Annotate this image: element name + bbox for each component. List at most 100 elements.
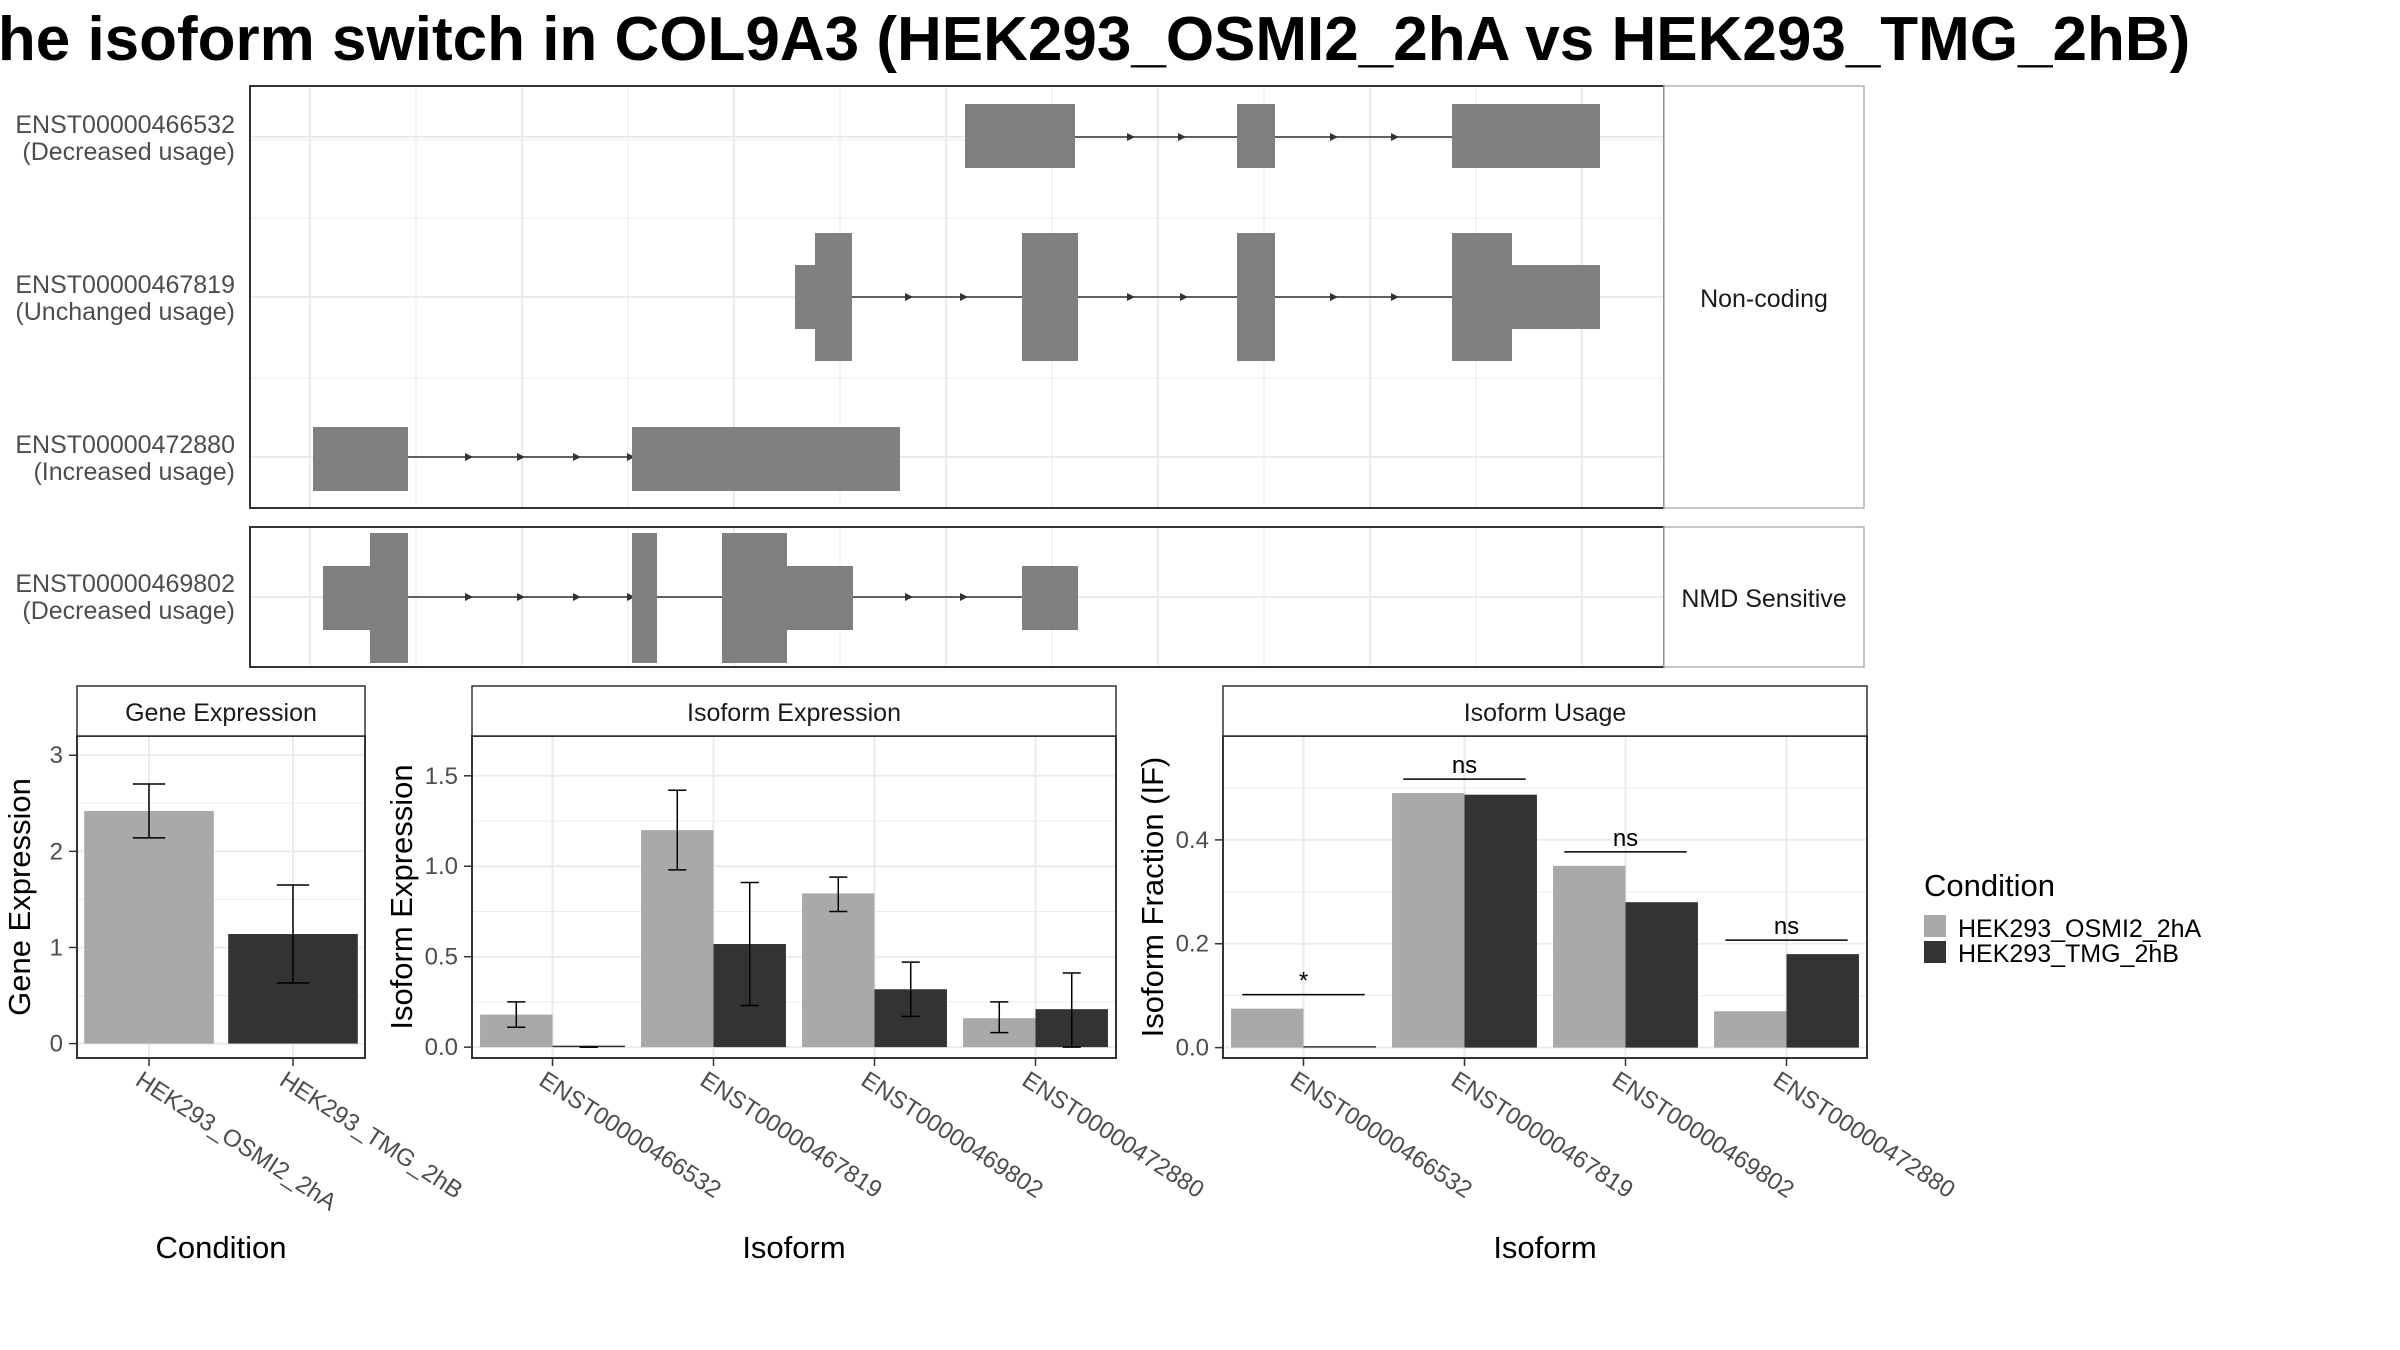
transcript-usage-label: (Decreased usage) [22,138,235,166]
y-tick-label: 1.5 [425,763,458,790]
exon [787,566,853,630]
y-axis-title: Isoform Fraction (IF) [1135,757,1170,1038]
strand-arrow [1127,133,1135,141]
significance-label: ns [1452,752,1477,779]
strand-arrow [573,593,581,601]
y-tick-label: 0 [50,1031,63,1058]
figure-title: The isoform switch in COL9A3 (HEK293_OSM… [0,5,2190,74]
y-tick-label: 0.0 [1176,1035,1209,1062]
y-axis-title: Gene Expression [2,778,37,1016]
significance-label: * [1299,968,1308,995]
strand-arrow [1180,293,1188,301]
exon [632,533,657,663]
bar [84,810,214,1044]
strip-header [76,685,366,737]
plot-panel [1223,736,1867,1058]
y-tick-label: 1.0 [425,853,458,880]
strand-arrow [1391,293,1399,301]
transcript-id-label: ENST00000469802 [15,570,235,598]
bar [1714,1011,1787,1048]
transcript-models-non-coding [313,104,1600,491]
transcript-labels: ENST00000466532 (Decreased usage) ENST00… [15,111,235,625]
exon [1452,104,1600,168]
y-axis-title: Isoform Expression [384,764,419,1029]
y-tick-label: 0.2 [1176,931,1209,958]
bar [1464,794,1537,1048]
strand-arrow [905,593,913,601]
exon [1452,233,1512,361]
exon [1512,265,1600,329]
legend-key-condition-a [1924,915,1946,937]
bar [1553,865,1626,1048]
strand-arrow [517,453,525,461]
transcript-usage-label: (Decreased usage) [22,597,235,625]
strip-non-coding [1663,85,1865,509]
bar [802,893,875,1048]
strand-arrow [627,593,635,601]
significance-label: ns [1774,913,1799,940]
strip-label-non-coding: Non-coding [1700,285,1828,313]
bar [1231,1008,1304,1048]
chart-title: Isoform Usage [1464,699,1627,727]
significance-label: ns [1613,825,1638,852]
transcript-id-label: ENST00000467819 [15,271,235,299]
exon [323,566,370,630]
strand-arrow [573,453,581,461]
strip-header [1222,685,1868,737]
y-tick-label: 0.0 [425,1034,458,1061]
y-tick-label: 2 [50,838,63,865]
exon [1022,566,1078,630]
exon [795,265,815,329]
y-tick-label: 0.5 [425,944,458,971]
x-axis-title: Isoform [1493,1230,1596,1265]
legend-label-condition-b: HEK293_TMG_2hB [1958,940,2179,968]
transcript-panel-non-coding: Non-coding [249,85,1865,509]
y-tick-label: 1 [50,934,63,961]
transcript-panel-nmd-sensitive: NMD Sensitive [249,526,1865,668]
exon [1022,233,1078,361]
transcript-id-label: ENST00000472880 [15,431,235,459]
strand-arrow [960,293,968,301]
transcript-models-nmd-sensitive [323,533,1078,663]
transcript-usage-label: (Increased usage) [33,458,235,486]
exon [370,533,408,663]
legend: Condition HEK293_OSMI2_2hA HEK293_TMG_2h… [1924,868,2202,968]
strand-arrow [960,593,968,601]
exon [632,427,900,491]
bar [1392,793,1465,1048]
strip-header [471,685,1117,737]
strand-arrow [1391,133,1399,141]
legend-label-condition-a: HEK293_OSMI2_2hA [1958,915,2202,943]
bar [1625,902,1698,1048]
chart-title: Isoform Expression [687,699,901,727]
isoform-expression-chart: Isoform Expression0.00.51.01.5ENST000004… [384,685,1209,1265]
transcript-id-label: ENST00000466532 [15,111,235,139]
exon [1237,104,1275,168]
strand-arrow [1178,133,1186,141]
strand-arrow [627,453,635,461]
exon [1237,233,1275,361]
exon [313,427,408,491]
plot-panel [472,736,1116,1058]
legend-key-condition-b [1924,941,1946,963]
exon [722,533,787,663]
strand-arrow [465,593,473,601]
legend-title: Condition [1924,868,2055,903]
strip-label-nmd-sensitive: NMD Sensitive [1681,585,1846,613]
y-tick-label: 3 [50,742,63,769]
strand-arrow [905,293,913,301]
transcript-usage-label: (Unchanged usage) [15,298,235,326]
strand-arrow [465,453,473,461]
y-tick-label: 0.4 [1176,827,1209,854]
exon [815,233,852,361]
x-axis-title: Isoform [742,1230,845,1265]
strip-nmd-sensitive [1663,526,1865,668]
chart-title: Gene Expression [125,699,317,727]
bar [1786,954,1859,1048]
strand-arrow [1330,293,1338,301]
strand-arrow [1127,293,1135,301]
strand-arrow [1330,133,1338,141]
bar [1303,1046,1376,1048]
